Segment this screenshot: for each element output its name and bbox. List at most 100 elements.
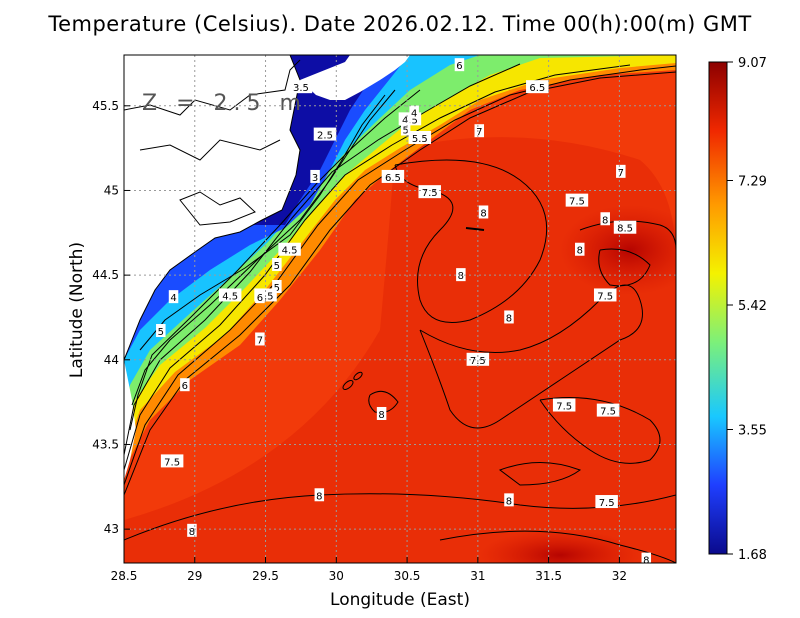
- contour-label-bg: [376, 406, 387, 420]
- contour-label-bg: [180, 378, 190, 392]
- x-tick-label: 31.5: [535, 569, 562, 583]
- contour-label-bg: [272, 257, 282, 271]
- colorbar-tick-label: 1.68: [738, 548, 767, 563]
- x-tick-label: 31: [470, 569, 485, 583]
- colorbar: [708, 61, 728, 555]
- contour-labels: 3.52.534.5455.566.576.57.587.588.5784.55…: [156, 58, 652, 567]
- contour-label: 8: [506, 496, 512, 507]
- land-strip: [124, 360, 136, 480]
- contour-label: 8: [378, 410, 384, 421]
- x-tick-label: 32: [612, 569, 627, 583]
- contour-label: 7.5: [597, 291, 613, 302]
- x-axis-ticks: 28.5 29 29.5 30 30.5 31 31.5 32: [111, 557, 627, 583]
- contour-label-bg: [408, 130, 432, 144]
- contour-label-bg: [595, 495, 618, 509]
- contour-label-bg: [289, 80, 313, 94]
- contour-label-bg: [255, 332, 265, 346]
- contour-label: 4.5: [282, 246, 298, 257]
- land: [124, 55, 301, 361]
- y-tick-label: 44: [104, 353, 119, 367]
- contour-label: 8: [643, 556, 649, 567]
- contour-label: 7.5: [556, 402, 572, 413]
- contour-label: 5: [402, 126, 408, 137]
- contour-label-bg: [409, 105, 419, 119]
- y-tick-label: 44.5: [92, 268, 119, 282]
- x-axis-label: Longitude (East): [330, 590, 470, 610]
- contour-label-bg: [255, 290, 265, 304]
- depth-label: Z = 2.5 m: [142, 91, 307, 116]
- y-tick-label: 43.5: [92, 437, 119, 451]
- contour-label: 4: [170, 293, 176, 304]
- contour-label-bg: [313, 127, 337, 141]
- contour-label-bg: [314, 488, 325, 502]
- contour-label: 7: [618, 168, 624, 179]
- x-tick-label: 29: [187, 569, 202, 583]
- map-title: Temperature (Celsius). Date 2026.02.12. …: [48, 12, 752, 36]
- contour-label-bg: [168, 290, 179, 304]
- contour-label-bg: [478, 205, 489, 219]
- coastline: [124, 59, 301, 116]
- contour-label: 7: [476, 127, 482, 138]
- contour-label-bg: [278, 242, 301, 256]
- contour-label: 7.5: [164, 457, 180, 468]
- contour-label-bg: [616, 164, 626, 178]
- contour-label: 7.5: [599, 498, 615, 509]
- contour-label: 3: [312, 173, 318, 184]
- contour-label: 5: [274, 283, 280, 294]
- contour-label: 8: [602, 215, 608, 226]
- contour-label-bg: [600, 212, 610, 226]
- contour-label-bg: [272, 279, 282, 293]
- contour-label-bg: [593, 288, 617, 302]
- hot-spot-east: [560, 205, 676, 295]
- contour-label: 6: [257, 293, 263, 304]
- contour-label: 6.5: [385, 173, 401, 184]
- contour-label: 4.5: [402, 115, 418, 126]
- contour-label: 4: [411, 109, 417, 120]
- contour-label-bg: [156, 324, 166, 338]
- contour-label: 8: [480, 208, 486, 219]
- contour-label: 5: [274, 261, 280, 272]
- plot-frame: [123, 54, 677, 564]
- x-tick-label: 28.5: [111, 569, 138, 583]
- x-tick-label: 29.5: [252, 569, 279, 583]
- contour-label-bg: [400, 122, 411, 136]
- y-tick-label: 45.5: [92, 99, 119, 113]
- contour-label: 7.5: [569, 197, 585, 208]
- contour-label: 6: [456, 61, 462, 72]
- contour-label-bg: [504, 493, 514, 507]
- estuary-outline: [179, 191, 256, 226]
- contour-label-bg: [575, 242, 585, 256]
- contour-label-bg: [474, 124, 485, 138]
- y-axis-ticks: 43 43.5 44 44.5 45 45.5: [92, 99, 130, 536]
- contour-label: 7: [257, 335, 263, 346]
- map-field: 3.52.534.5455.566.576.57.587.588.5784.55…: [124, 55, 676, 567]
- contour-label: 5.5: [412, 134, 428, 145]
- contour-label: 8.5: [617, 224, 633, 235]
- lake-outline: [139, 139, 281, 161]
- contour-label: 5: [158, 327, 164, 338]
- contour-label-bg: [466, 352, 490, 366]
- colorbar-tick-label: 5.42: [738, 299, 767, 314]
- contour-label-bg: [381, 169, 405, 183]
- contour-label-bg: [596, 403, 620, 417]
- colorbar-tick-label: 9.07: [738, 56, 767, 71]
- contour-label: 8: [506, 313, 512, 324]
- contour-label: 6.5: [529, 83, 545, 94]
- contour-label-bg: [310, 169, 320, 183]
- contour-label: 4.5: [222, 291, 238, 302]
- gridlines: [124, 55, 676, 563]
- contour-label-bg: [641, 552, 652, 563]
- y-tick-label: 45: [104, 183, 119, 197]
- contour-label: 8: [316, 491, 322, 502]
- warm-core: [124, 137, 676, 563]
- hot-spot-south: [480, 530, 640, 563]
- contour-label-bg: [160, 454, 184, 468]
- colorbar-tick-label: 7.29: [738, 175, 767, 190]
- colorbar-ticks: 9.07 7.29 5.42 3.55 1.68: [727, 56, 767, 563]
- y-tick-label: 43: [104, 522, 119, 536]
- contour-label: 2.5: [317, 131, 333, 142]
- contour-label-bg: [454, 58, 465, 72]
- colorbar-tick-label: 3.55: [738, 424, 767, 439]
- contour-label-bg: [565, 193, 589, 207]
